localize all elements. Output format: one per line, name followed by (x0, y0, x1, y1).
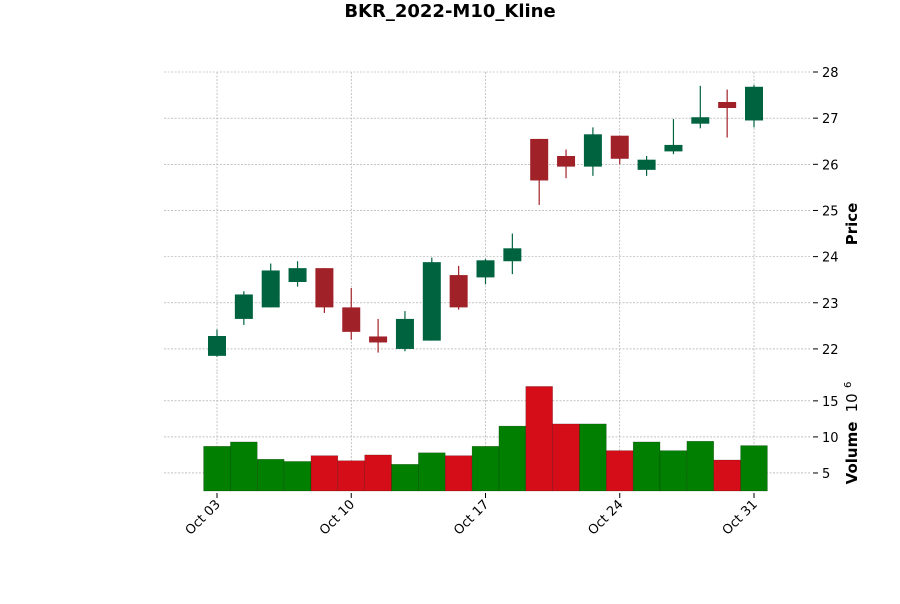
candle-body (691, 117, 710, 124)
volume-bar (310, 455, 339, 492)
volume-bar (418, 452, 446, 492)
candle-body (557, 156, 576, 167)
candle-body (342, 307, 361, 332)
candle-body (476, 260, 495, 278)
volume-multiplier-base: 10 (843, 393, 861, 412)
volume-bar (257, 459, 285, 492)
candle-body (583, 134, 602, 167)
candle-body (315, 268, 334, 308)
volume-bar (525, 386, 553, 492)
volume-bar (713, 459, 741, 492)
volume-bar (471, 446, 500, 492)
volume-bar (606, 450, 634, 492)
x-tick-label: Oct 03 (183, 497, 224, 538)
price-grid (164, 71, 810, 372)
candle-body (234, 294, 253, 319)
volume-bar (579, 423, 607, 492)
candle-body (664, 144, 683, 152)
price-axis-title: Price (843, 203, 861, 246)
volume-bar (659, 450, 688, 492)
volume-axis-title: Volume 10 6 (843, 382, 861, 485)
volume-bar (203, 446, 231, 492)
volume-multiplier-exponent: 6 (843, 382, 854, 388)
volume-bar (230, 441, 258, 492)
price-tick-label: 26 (822, 158, 839, 173)
candle-body (449, 275, 468, 308)
price-panel: 22 23 24 25 26 27 28 Price (164, 66, 861, 372)
volume-bar (740, 445, 768, 492)
candle-body (369, 336, 388, 343)
candle-body (530, 138, 549, 181)
volume-tick-label: 5 (822, 467, 830, 482)
volume-bars (203, 386, 768, 492)
candle-body (745, 86, 763, 121)
volume-axis-title-text: Volume (843, 422, 861, 485)
volume-bar (391, 464, 419, 492)
price-tick-label: 25 (822, 204, 839, 219)
x-tick-label: Oct 17 (451, 497, 492, 538)
candle-body (503, 248, 522, 262)
price-candles (208, 84, 763, 357)
candle-body (208, 336, 226, 356)
candle-body (288, 268, 307, 282)
candle-body (395, 318, 414, 349)
volume-bar (337, 460, 365, 492)
x-axis: Oct 03 Oct 10 Oct 17 Oct 24 Oct 31 (183, 493, 761, 538)
volume-axis: 5 10 15 (813, 395, 839, 482)
x-tick-label: Oct 10 (317, 497, 358, 538)
volume-bar (552, 423, 580, 492)
candle-body (422, 262, 441, 341)
x-tick-label: Oct 31 (720, 497, 761, 538)
price-axis: 22 23 24 25 26 27 28 (813, 66, 839, 358)
volume-tick-label: 10 (822, 431, 839, 446)
price-tick-label: 22 (822, 343, 839, 358)
volume-bar (632, 441, 661, 492)
volume-bar (283, 461, 312, 492)
candle-body (718, 102, 737, 108)
volume-bar (686, 440, 714, 492)
volume-tick-label: 15 (822, 395, 839, 410)
candle-body (261, 270, 280, 308)
price-tick-label: 27 (822, 112, 839, 127)
candle-body (610, 135, 629, 159)
x-tick-label: Oct 24 (585, 497, 626, 538)
candle-body (637, 159, 656, 170)
price-tick-label: 24 (822, 251, 839, 266)
price-tick-label: 28 (822, 66, 839, 81)
chart-title: BKR_2022-M10_Kline (344, 1, 555, 22)
volume-panel: 5 10 15 Volume 10 6 (164, 372, 861, 492)
price-tick-label: 23 (822, 297, 839, 312)
volume-bar (498, 425, 527, 492)
volume-bar (364, 454, 392, 492)
volume-bar (444, 455, 473, 492)
